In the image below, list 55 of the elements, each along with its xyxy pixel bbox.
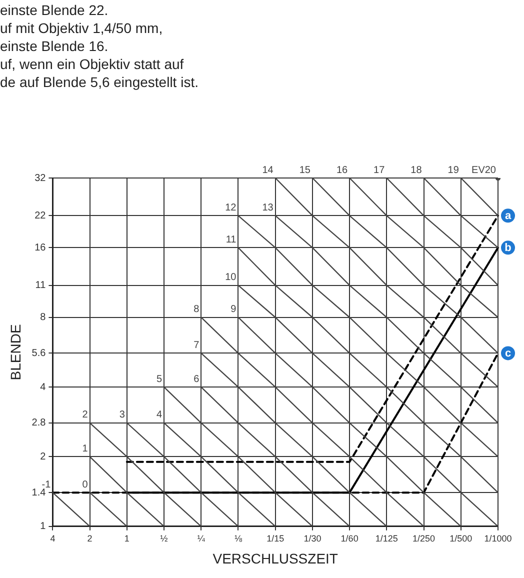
series-label: 19: [448, 164, 460, 176]
x-tick-label: 1/30: [304, 533, 322, 544]
series-label: 1: [82, 443, 88, 454]
annotation: c: [504, 348, 512, 360]
x-axis-title: VERSCHLUSSZEIT: [212, 550, 338, 566]
series-label: 4: [156, 410, 162, 421]
series-label: 5: [156, 374, 162, 385]
x-tick-label: 1/15: [266, 533, 284, 544]
series-label: 8: [194, 304, 200, 316]
y-tick-label: 32: [34, 172, 46, 184]
x-tick-label: ⅛: [234, 533, 242, 544]
annotation: b: [504, 242, 512, 254]
y-tick-label: 1: [40, 521, 46, 532]
y-tick-label: 5.6: [32, 348, 46, 359]
series-label: 0: [82, 479, 88, 490]
series-label: 12: [225, 202, 237, 214]
x-tick-label: 2: [87, 533, 92, 544]
y-tick-label: 8: [40, 312, 46, 324]
series-label: 9: [230, 304, 237, 316]
series-label: 11: [226, 234, 237, 246]
x-tick-label: ¼: [197, 533, 206, 544]
series-label: EV20: [472, 164, 496, 176]
y-tick-label: 16: [34, 242, 46, 254]
text: einste Blende 22.: [0, 1, 110, 19]
series-label: 7: [194, 340, 200, 351]
text: einste Blende 16.: [0, 37, 110, 55]
text: uf mit Objektiv 1,4/50 mm,: [0, 19, 164, 37]
series-label: 3: [119, 410, 126, 421]
series-label: 14: [262, 164, 274, 176]
series-label: 6: [194, 374, 200, 385]
series-label: 17: [374, 164, 386, 176]
x-tick-label: 4: [50, 533, 56, 544]
x-tick-label: 1/250: [412, 533, 436, 544]
series-label: 10: [225, 272, 237, 284]
x-tick-label: 1: [124, 533, 130, 544]
y-tick-label: 11: [35, 280, 46, 292]
series-label: 2: [82, 410, 88, 421]
series-label: 16: [336, 164, 348, 176]
text: de auf Blende 5,6 eingestellt ist.: [0, 73, 198, 91]
x-tick-label: 1/1000: [484, 533, 512, 544]
y-axis-title: BLENDE: [7, 324, 24, 380]
y-tick-label: 2: [40, 451, 46, 462]
series-label: 18: [410, 164, 422, 176]
series-label: 13: [262, 202, 274, 214]
x-tick-label: 1/125: [375, 533, 398, 544]
y-tick-label: 2.8: [32, 418, 46, 429]
annotation: a: [504, 210, 512, 222]
x-tick-label: 1/500: [450, 533, 472, 544]
x-tick-label: ½: [160, 533, 168, 544]
y-tick-label: 4: [40, 382, 46, 393]
text: uf, wenn ein Objektiv statt auf: [0, 55, 185, 73]
x-tick-label: 1/60: [340, 533, 358, 544]
series-label: 15: [299, 164, 311, 176]
y-tick-label: 1.4: [32, 487, 46, 498]
y-tick-label: 22: [34, 210, 46, 222]
